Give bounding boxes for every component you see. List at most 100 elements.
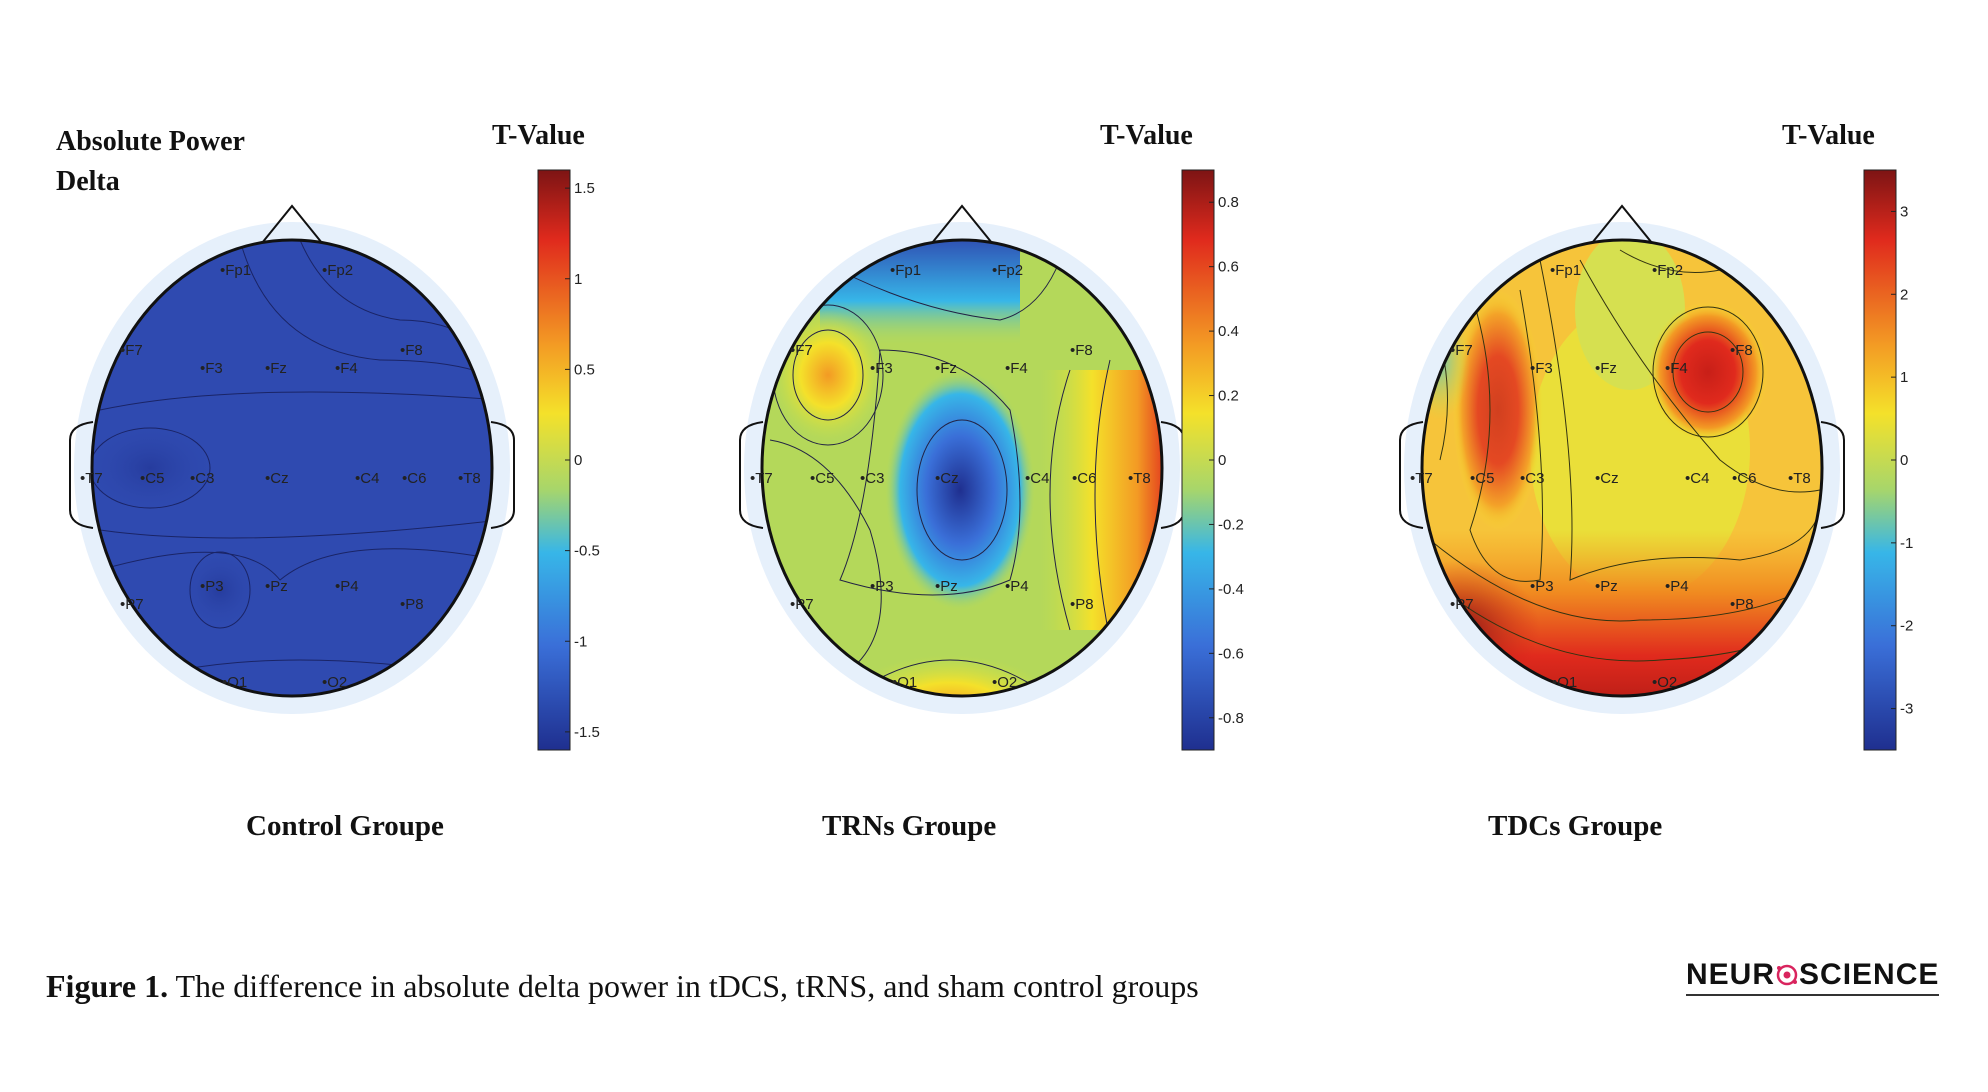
head-outline <box>90 238 494 698</box>
electrode-p3: •P3 <box>1530 578 1554 595</box>
title-line-2: Delta <box>56 166 120 197</box>
electrode-f3: •F3 <box>1530 360 1553 377</box>
panel-control: Absolute Power Delta T-Value <box>40 110 680 842</box>
colorbar-ticks: 3 2 1 0 -1 -2 -3 <box>1891 203 1913 718</box>
electrode-f4: •F4 <box>335 360 358 377</box>
colorbar-tick-label: -0.2 <box>1218 516 1244 533</box>
electrode-p7: •P7 <box>1450 596 1474 613</box>
colorbar <box>1181 169 1215 751</box>
topomap-trns: •Fp1 •Fp2 •F7 •F3 •Fz •F4 •F8 •T7 •C5 •C3 •Cz •C4 •C… <box>739 169 1244 751</box>
electrode-cz: •Cz <box>935 470 959 487</box>
colorbar-tick-label: -0.8 <box>1218 710 1244 727</box>
electrode-fz: •Fz <box>265 360 287 377</box>
electrode-c6: •C6 <box>1072 470 1096 487</box>
electrode-fp1: •Fp1 <box>890 262 921 279</box>
colorbar-tick-label: 0.2 <box>1218 388 1239 405</box>
right-ear <box>490 421 515 529</box>
colorbar-tick-label: 3 <box>1900 203 1908 220</box>
electrode-cz: •Cz <box>265 470 289 487</box>
caption-text: The difference in absolute delta power i… <box>168 968 1199 1004</box>
electrode-p3: •P3 <box>200 578 224 595</box>
electrode-o1: •O1 <box>1552 674 1577 691</box>
colorbar-tick-label: 0.5 <box>574 361 595 378</box>
electrode-f7: •F7 <box>120 342 143 359</box>
group-label: TRNs Groupe <box>822 810 997 842</box>
colorbar-title: T-Value <box>492 120 585 151</box>
colorbar-title: T-Value <box>1782 120 1875 151</box>
journal-logo: NEUR SCIENCE <box>1686 958 1940 996</box>
colorbar <box>1863 169 1897 751</box>
electrode-c3: •C3 <box>1520 470 1544 487</box>
panel-tdcs: T-Value <box>1340 110 1980 842</box>
electrode-labels: •Fp1 •Fp2 •F7 •F3 •Fz •F4 •F8 •T7 •C5 •C3 •Cz •C4 •C… <box>80 262 481 691</box>
nose <box>261 204 323 244</box>
colorbar-tick-label: 0.6 <box>1218 259 1239 276</box>
electrode-o1: •O1 <box>222 674 247 691</box>
topomap-control: •Fp1 •Fp2 •F7 •F3 •Fz •F4 •F8 •T7 •C5 •C3 •Cz •C4 •C… <box>69 169 600 751</box>
colorbar-tick-label: -0.4 <box>1218 581 1244 598</box>
colorbar-tick-label: -1 <box>1900 535 1913 552</box>
panel-trns: T-Value <box>710 110 1350 842</box>
electrode-t8: •T8 <box>1128 470 1151 487</box>
electrode-labels: •Fp1 •Fp2 •F7 •F3 •Fz •F4 •F8 •T7 •C5 •C3 •Cz •C4 •C… <box>1410 262 1811 691</box>
electrode-f4: •F4 <box>1005 360 1028 377</box>
colorbar-title: T-Value <box>1100 120 1193 151</box>
caption-label: Figure 1. <box>46 968 169 1004</box>
electrode-f8: •F8 <box>400 342 423 359</box>
left-ear <box>69 421 94 529</box>
electrode-p7: •P7 <box>790 596 814 613</box>
electrode-c5: •C5 <box>810 470 834 487</box>
colorbar-tick-label: -0.6 <box>1218 645 1244 662</box>
topomap-tdcs: •Fp1 •Fp2 •F7 •F3 •Fz •F4 •F8 •T7 •C5 •C3 •Cz •C4 •C… <box>1399 169 1913 751</box>
colorbar-tick-label: 0.8 <box>1218 194 1239 211</box>
colorbar-tick-label: 0 <box>574 452 582 469</box>
colorbar-tick-label: 1.5 <box>574 180 595 197</box>
electrode-pz: •Pz <box>1595 578 1618 595</box>
electrode-f7: •F7 <box>790 342 813 359</box>
electrode-c5: •C5 <box>1470 470 1494 487</box>
electrode-c4: •C4 <box>1685 470 1709 487</box>
electrode-fp1: •Fp1 <box>1550 262 1581 279</box>
electrode-fp2: •Fp2 <box>992 262 1023 279</box>
colorbar-ticks: 1.5 1 0.5 0 -0.5 -1 -1.5 <box>565 180 600 741</box>
figure-caption: Figure 1. The difference in absolute del… <box>46 968 1199 1005</box>
electrode-c6: •C6 <box>402 470 426 487</box>
electrode-o2: •O2 <box>992 674 1017 691</box>
electrode-cz: •Cz <box>1595 470 1619 487</box>
colorbar-tick-label: 1 <box>574 271 582 288</box>
electrode-p4: •P4 <box>1665 578 1689 595</box>
electrode-t7: •T7 <box>750 470 773 487</box>
electrode-p8: •P8 <box>1730 596 1754 613</box>
electrode-p7: •P7 <box>120 596 144 613</box>
electrode-fp1: •Fp1 <box>220 262 251 279</box>
logo-right: SCIENCE <box>1799 958 1940 991</box>
electrode-pz: •Pz <box>935 578 958 595</box>
electrode-c3: •C3 <box>860 470 884 487</box>
electrode-f3: •F3 <box>200 360 223 377</box>
electrode-c3: •C3 <box>190 470 214 487</box>
electrode-o2: •O2 <box>322 674 347 691</box>
electrode-p4: •P4 <box>335 578 359 595</box>
colorbar-tick-label: -0.5 <box>574 543 600 560</box>
electrode-f3: •F3 <box>870 360 893 377</box>
colorbar-tick-label: -1 <box>574 633 587 650</box>
figure-title: Absolute Power Delta <box>56 122 245 202</box>
electrode-fp2: •Fp2 <box>322 262 353 279</box>
group-label: Control Groupe <box>246 810 444 842</box>
electrode-t7: •T7 <box>80 470 103 487</box>
electrode-t8: •T8 <box>458 470 481 487</box>
colorbar-tick-label: 0.4 <box>1218 323 1239 340</box>
electrode-fz: •Fz <box>1595 360 1617 377</box>
colorbar-ticks: 0.8 0.6 0.4 0.2 0 -0.2 -0.4 -0.6 -0.8 <box>1209 194 1244 727</box>
electrode-f7: •F7 <box>1450 342 1473 359</box>
electrode-o2: •O2 <box>1652 674 1677 691</box>
electrode-c4: •C4 <box>355 470 379 487</box>
electrode-c5: •C5 <box>140 470 164 487</box>
electrode-f8: •F8 <box>1070 342 1093 359</box>
electrode-fz: •Fz <box>935 360 957 377</box>
logo-left: NEUR <box>1686 958 1776 991</box>
electrode-f8: •F8 <box>1730 342 1753 359</box>
electrode-c6: •C6 <box>1732 470 1756 487</box>
group-label: TDCs Groupe <box>1488 810 1663 842</box>
electrode-t8: •T8 <box>1788 470 1811 487</box>
